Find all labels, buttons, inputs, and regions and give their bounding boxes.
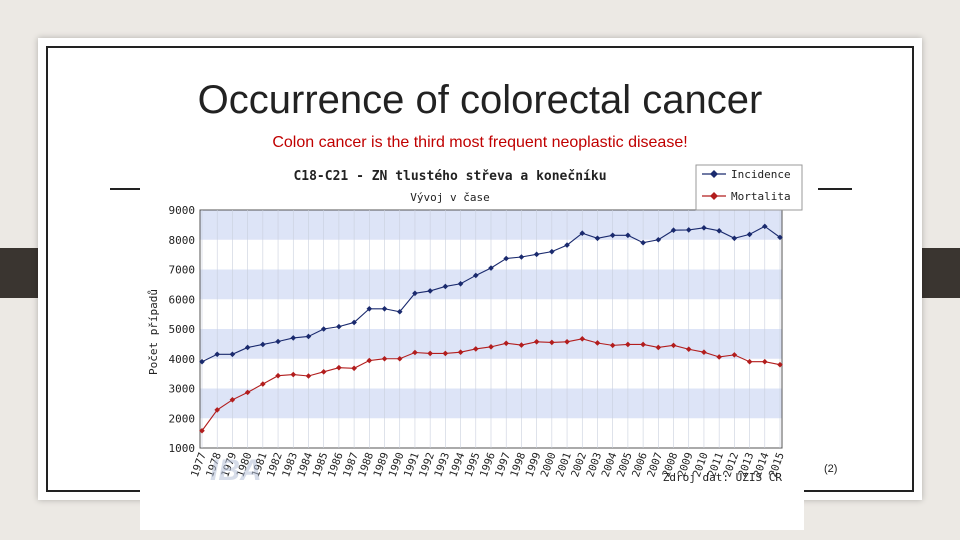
data-point-mortalita <box>746 358 753 365</box>
data-point-incidence <box>670 227 677 234</box>
data-point-incidence <box>290 335 297 341</box>
slide: Occurrence of colorectal cancer Colon ca… <box>38 38 922 530</box>
data-point-mortalita <box>275 372 281 379</box>
data-point-mortalita <box>290 371 297 378</box>
data-point-incidence <box>275 338 281 345</box>
data-point-incidence <box>457 280 464 287</box>
data-point-mortalita <box>594 340 601 346</box>
data-point-incidence <box>716 228 722 234</box>
data-point-incidence <box>533 251 540 258</box>
title-rule-right <box>818 188 852 190</box>
data-point-incidence <box>366 305 373 312</box>
data-point-mortalita <box>564 338 570 345</box>
data-point-mortalita <box>396 355 403 362</box>
data-point-mortalita <box>625 341 631 348</box>
data-point-mortalita <box>412 349 418 356</box>
data-point-mortalita <box>640 341 646 348</box>
data-point-incidence <box>731 235 738 242</box>
chart-legend: Incidence Mortalita <box>695 164 803 211</box>
data-point-incidence <box>518 254 525 260</box>
data-point-incidence <box>609 232 616 239</box>
data-point-incidence <box>640 239 646 246</box>
data-point-incidence <box>655 236 662 243</box>
data-point-mortalita <box>381 355 388 362</box>
y-tick-label: 9000 <box>169 204 196 217</box>
data-point-incidence <box>701 225 707 231</box>
y-tick-label: 5000 <box>169 323 196 336</box>
data-point-incidence <box>381 305 388 312</box>
data-point-mortalita <box>655 344 662 351</box>
y-tick-label: 2000 <box>169 412 196 425</box>
legend-incidence-label: Incidence <box>731 168 791 181</box>
data-point-mortalita <box>442 350 449 357</box>
chart-container: 9000 8000 7000 6000 5000 4000 3000 2000 1000 197… <box>140 160 804 530</box>
data-point-mortalita <box>609 342 616 349</box>
data-point-mortalita <box>503 340 510 347</box>
data-point-mortalita <box>427 350 433 357</box>
data-point-mortalita <box>351 365 357 372</box>
legend-mortality-marker <box>710 192 718 200</box>
data-point-incidence <box>199 358 205 365</box>
data-point-mortalita <box>305 373 312 379</box>
data-point-incidence <box>594 235 601 242</box>
y-tick-label: 3000 <box>169 383 196 396</box>
data-point-incidence <box>320 326 327 332</box>
data-point-incidence <box>229 351 236 358</box>
data-point-incidence <box>336 323 342 330</box>
data-point-mortalita <box>685 346 692 353</box>
data-point-mortalita <box>366 357 373 364</box>
watermark-text: IBA <box>210 454 262 487</box>
data-point-incidence <box>427 288 433 294</box>
data-point-mortalita <box>533 338 540 345</box>
data-point-incidence <box>625 232 631 239</box>
y-tick-label: 1000 <box>169 442 196 455</box>
source-label: Zdroj dat: ÚZIS ČR <box>663 471 783 484</box>
data-point-incidence <box>305 333 312 340</box>
y-tick-label: 8000 <box>169 234 196 247</box>
data-point-mortalita <box>549 339 555 346</box>
data-point-mortalita <box>761 358 768 365</box>
data-point-incidence <box>685 227 692 233</box>
data-point-mortalita <box>457 349 464 356</box>
legend-incidence-marker <box>710 170 718 178</box>
slide-title: Occurrence of colorectal cancer <box>197 78 763 122</box>
data-point-incidence <box>351 319 357 326</box>
data-point-mortalita <box>777 361 783 368</box>
data-point-mortalita <box>670 342 677 349</box>
data-point-mortalita <box>701 349 707 356</box>
data-point-mortalita <box>336 364 342 371</box>
data-point-incidence <box>396 308 403 315</box>
y-tick-label: 4000 <box>169 353 196 366</box>
data-point-incidence <box>549 248 555 255</box>
y-tick-label: 6000 <box>169 293 196 306</box>
chart-title: C18-C21 - ZN tlustého střeva a konečníku <box>293 169 606 184</box>
data-point-mortalita <box>579 336 586 342</box>
data-point-mortalita <box>214 407 221 413</box>
data-point-incidence <box>761 223 768 230</box>
data-point-mortalita <box>472 346 479 352</box>
data-point-incidence <box>503 255 510 262</box>
data-point-mortalita <box>731 352 738 358</box>
title-rule-left <box>110 188 140 190</box>
data-point-mortalita <box>199 427 205 434</box>
data-point-incidence <box>777 234 783 241</box>
data-point-mortalita <box>320 369 327 375</box>
data-point-mortalita <box>518 342 525 348</box>
slide-subtitle: Colon cancer is the third most frequent … <box>272 134 688 151</box>
data-point-incidence <box>260 341 266 348</box>
y-tick-label: 7000 <box>169 264 196 277</box>
chart-subtitle: Vývoj v čase <box>410 191 489 204</box>
legend-mortality-label: Mortalita <box>731 190 791 203</box>
data-point-mortalita <box>260 381 266 387</box>
data-point-mortalita <box>488 344 494 350</box>
data-point-incidence <box>412 290 418 297</box>
data-point-mortalita <box>229 397 236 403</box>
data-point-mortalita <box>716 354 722 360</box>
y-axis-label: Počet případů <box>147 289 160 375</box>
reference-number: (2) <box>824 463 838 475</box>
